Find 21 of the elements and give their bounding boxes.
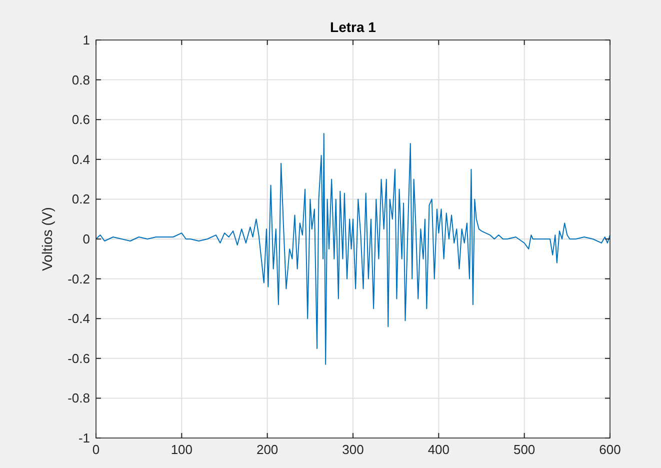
x-tick-label: 100 bbox=[170, 442, 193, 457]
x-tick-label: 200 bbox=[256, 442, 278, 457]
x-tick-label: 600 bbox=[599, 442, 621, 457]
chart-title: Letra 1 bbox=[330, 19, 376, 35]
x-tick-label: 0 bbox=[92, 442, 100, 457]
y-axis-title: Voltios (V) bbox=[39, 207, 55, 271]
x-tick-label: 300 bbox=[342, 442, 364, 457]
y-tick-label: -0.2 bbox=[68, 271, 90, 286]
y-tick-label: -0.6 bbox=[68, 350, 90, 366]
y-tick-label: 0.8 bbox=[72, 72, 90, 88]
x-tick-label: 500 bbox=[513, 442, 536, 457]
y-tick-label: -0.4 bbox=[68, 311, 90, 326]
line-series bbox=[96, 133, 610, 365]
y-tick-label: 0.4 bbox=[72, 152, 90, 167]
x-tick-label: 400 bbox=[428, 442, 450, 457]
y-tick-label: -1 bbox=[78, 430, 90, 446]
y-tick-label: -0.8 bbox=[68, 390, 90, 406]
y-tick-label: 0.6 bbox=[72, 112, 90, 128]
y-tick-label: 1 bbox=[82, 32, 90, 48]
y-tick-label: 0.2 bbox=[72, 192, 90, 207]
y-tick-label: 0 bbox=[82, 232, 90, 246]
